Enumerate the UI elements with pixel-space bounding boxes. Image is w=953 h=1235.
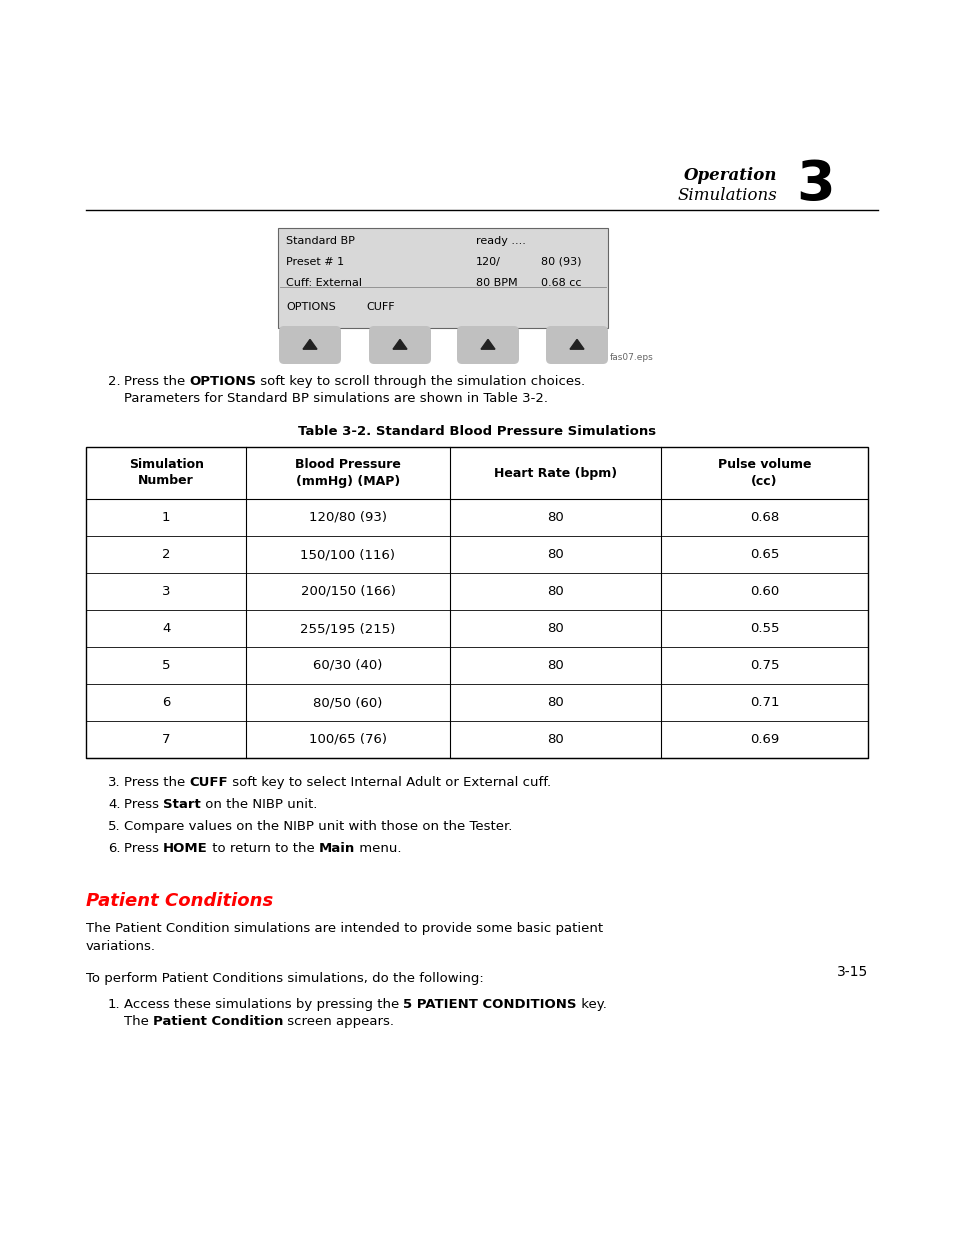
Text: 2.: 2.	[108, 375, 120, 388]
Text: 3: 3	[796, 158, 834, 212]
Text: CUFF: CUFF	[366, 303, 395, 312]
Polygon shape	[480, 340, 495, 350]
Text: Simulation
Number: Simulation Number	[129, 458, 203, 488]
Text: Pulse volume
(cc): Pulse volume (cc)	[717, 458, 810, 488]
Text: 5: 5	[162, 659, 171, 672]
Polygon shape	[569, 340, 583, 350]
Text: menu.: menu.	[355, 842, 401, 855]
Text: 0.69: 0.69	[749, 734, 779, 746]
Text: Compare values on the NIBP unit with those on the Tester.: Compare values on the NIBP unit with tho…	[124, 820, 512, 832]
Text: 100/65 (76): 100/65 (76)	[309, 734, 387, 746]
Text: Heart Rate (bpm): Heart Rate (bpm)	[493, 467, 617, 479]
Text: 4: 4	[162, 622, 171, 635]
Text: 6: 6	[162, 697, 171, 709]
Text: Main: Main	[318, 842, 355, 855]
Text: Standard BP: Standard BP	[286, 236, 355, 246]
Text: soft key to select Internal Adult or External cuff.: soft key to select Internal Adult or Ext…	[228, 776, 551, 789]
Text: OPTIONS: OPTIONS	[286, 303, 335, 312]
Text: 0.60: 0.60	[749, 585, 779, 598]
Text: 0.68 cc: 0.68 cc	[540, 278, 581, 288]
Text: 4.: 4.	[108, 798, 120, 811]
Text: fas07.eps: fas07.eps	[609, 353, 653, 362]
Text: Operation: Operation	[683, 167, 777, 184]
Text: Blood Pressure
(mmHg) (MAP): Blood Pressure (mmHg) (MAP)	[294, 458, 400, 488]
Text: Press the: Press the	[124, 375, 190, 388]
Polygon shape	[393, 340, 407, 350]
Text: 2: 2	[162, 548, 171, 561]
Text: 1.: 1.	[108, 998, 120, 1011]
Text: To perform Patient Conditions simulations, do the following:: To perform Patient Conditions simulation…	[86, 972, 483, 986]
Text: 80: 80	[546, 622, 563, 635]
FancyBboxPatch shape	[278, 326, 340, 364]
Text: 80 (93): 80 (93)	[540, 257, 581, 267]
Text: to return to the: to return to the	[208, 842, 318, 855]
Text: Press: Press	[124, 842, 163, 855]
Text: 80: 80	[546, 548, 563, 561]
Text: 0.68: 0.68	[749, 511, 779, 524]
Text: 0.75: 0.75	[749, 659, 779, 672]
Text: 3: 3	[162, 585, 171, 598]
Text: 5.: 5.	[108, 820, 120, 832]
Text: 0.65: 0.65	[749, 548, 779, 561]
Text: 80 BPM: 80 BPM	[476, 278, 517, 288]
Text: soft key to scroll through the simulation choices.: soft key to scroll through the simulatio…	[256, 375, 585, 388]
Text: HOME: HOME	[163, 842, 208, 855]
Text: 80: 80	[546, 697, 563, 709]
Polygon shape	[303, 340, 316, 350]
Text: 3.: 3.	[108, 776, 120, 789]
Text: 1: 1	[162, 511, 171, 524]
Text: 6.: 6.	[108, 842, 120, 855]
Text: Patient Conditions: Patient Conditions	[86, 892, 273, 910]
Text: 5 PATIENT CONDITIONS: 5 PATIENT CONDITIONS	[403, 998, 577, 1011]
Text: Cuff: External: Cuff: External	[286, 278, 361, 288]
Text: ready ....: ready ....	[476, 236, 525, 246]
FancyBboxPatch shape	[369, 326, 431, 364]
Text: 0.55: 0.55	[749, 622, 779, 635]
Text: Start: Start	[163, 798, 201, 811]
Text: 150/100 (116): 150/100 (116)	[300, 548, 395, 561]
Text: Press the: Press the	[124, 776, 190, 789]
Text: Preset # 1: Preset # 1	[286, 257, 344, 267]
Text: 0.71: 0.71	[749, 697, 779, 709]
Text: The Patient Condition simulations are intended to provide some basic patient
var: The Patient Condition simulations are in…	[86, 923, 602, 953]
Text: 3-15: 3-15	[836, 965, 867, 979]
Text: CUFF: CUFF	[190, 776, 228, 789]
Text: 255/195 (215): 255/195 (215)	[300, 622, 395, 635]
Text: 80: 80	[546, 659, 563, 672]
Text: 120/: 120/	[476, 257, 500, 267]
Text: OPTIONS: OPTIONS	[190, 375, 256, 388]
Text: Press: Press	[124, 798, 163, 811]
Text: 80/50 (60): 80/50 (60)	[313, 697, 382, 709]
Text: 60/30 (40): 60/30 (40)	[313, 659, 382, 672]
Text: Parameters for Standard BP simulations are shown in Table 3-2.: Parameters for Standard BP simulations a…	[124, 391, 547, 405]
Text: Access these simulations by pressing the: Access these simulations by pressing the	[124, 998, 403, 1011]
Text: The: The	[124, 1015, 153, 1028]
FancyBboxPatch shape	[545, 326, 607, 364]
Bar	[86, 447, 867, 758]
Bar	[277, 228, 607, 329]
Text: 80: 80	[546, 585, 563, 598]
Text: Table 3-2. Standard Blood Pressure Simulations: Table 3-2. Standard Blood Pressure Simul…	[297, 425, 656, 438]
Text: screen appears.: screen appears.	[283, 1015, 395, 1028]
Text: 80: 80	[546, 734, 563, 746]
Text: Simulations: Simulations	[677, 186, 777, 204]
Text: 200/150 (166): 200/150 (166)	[300, 585, 395, 598]
Text: key.: key.	[577, 998, 606, 1011]
Text: 80: 80	[546, 511, 563, 524]
Text: Patient Condition: Patient Condition	[153, 1015, 283, 1028]
FancyBboxPatch shape	[456, 326, 518, 364]
Text: 120/80 (93): 120/80 (93)	[309, 511, 387, 524]
Text: on the NIBP unit.: on the NIBP unit.	[201, 798, 317, 811]
Text: 7: 7	[162, 734, 171, 746]
